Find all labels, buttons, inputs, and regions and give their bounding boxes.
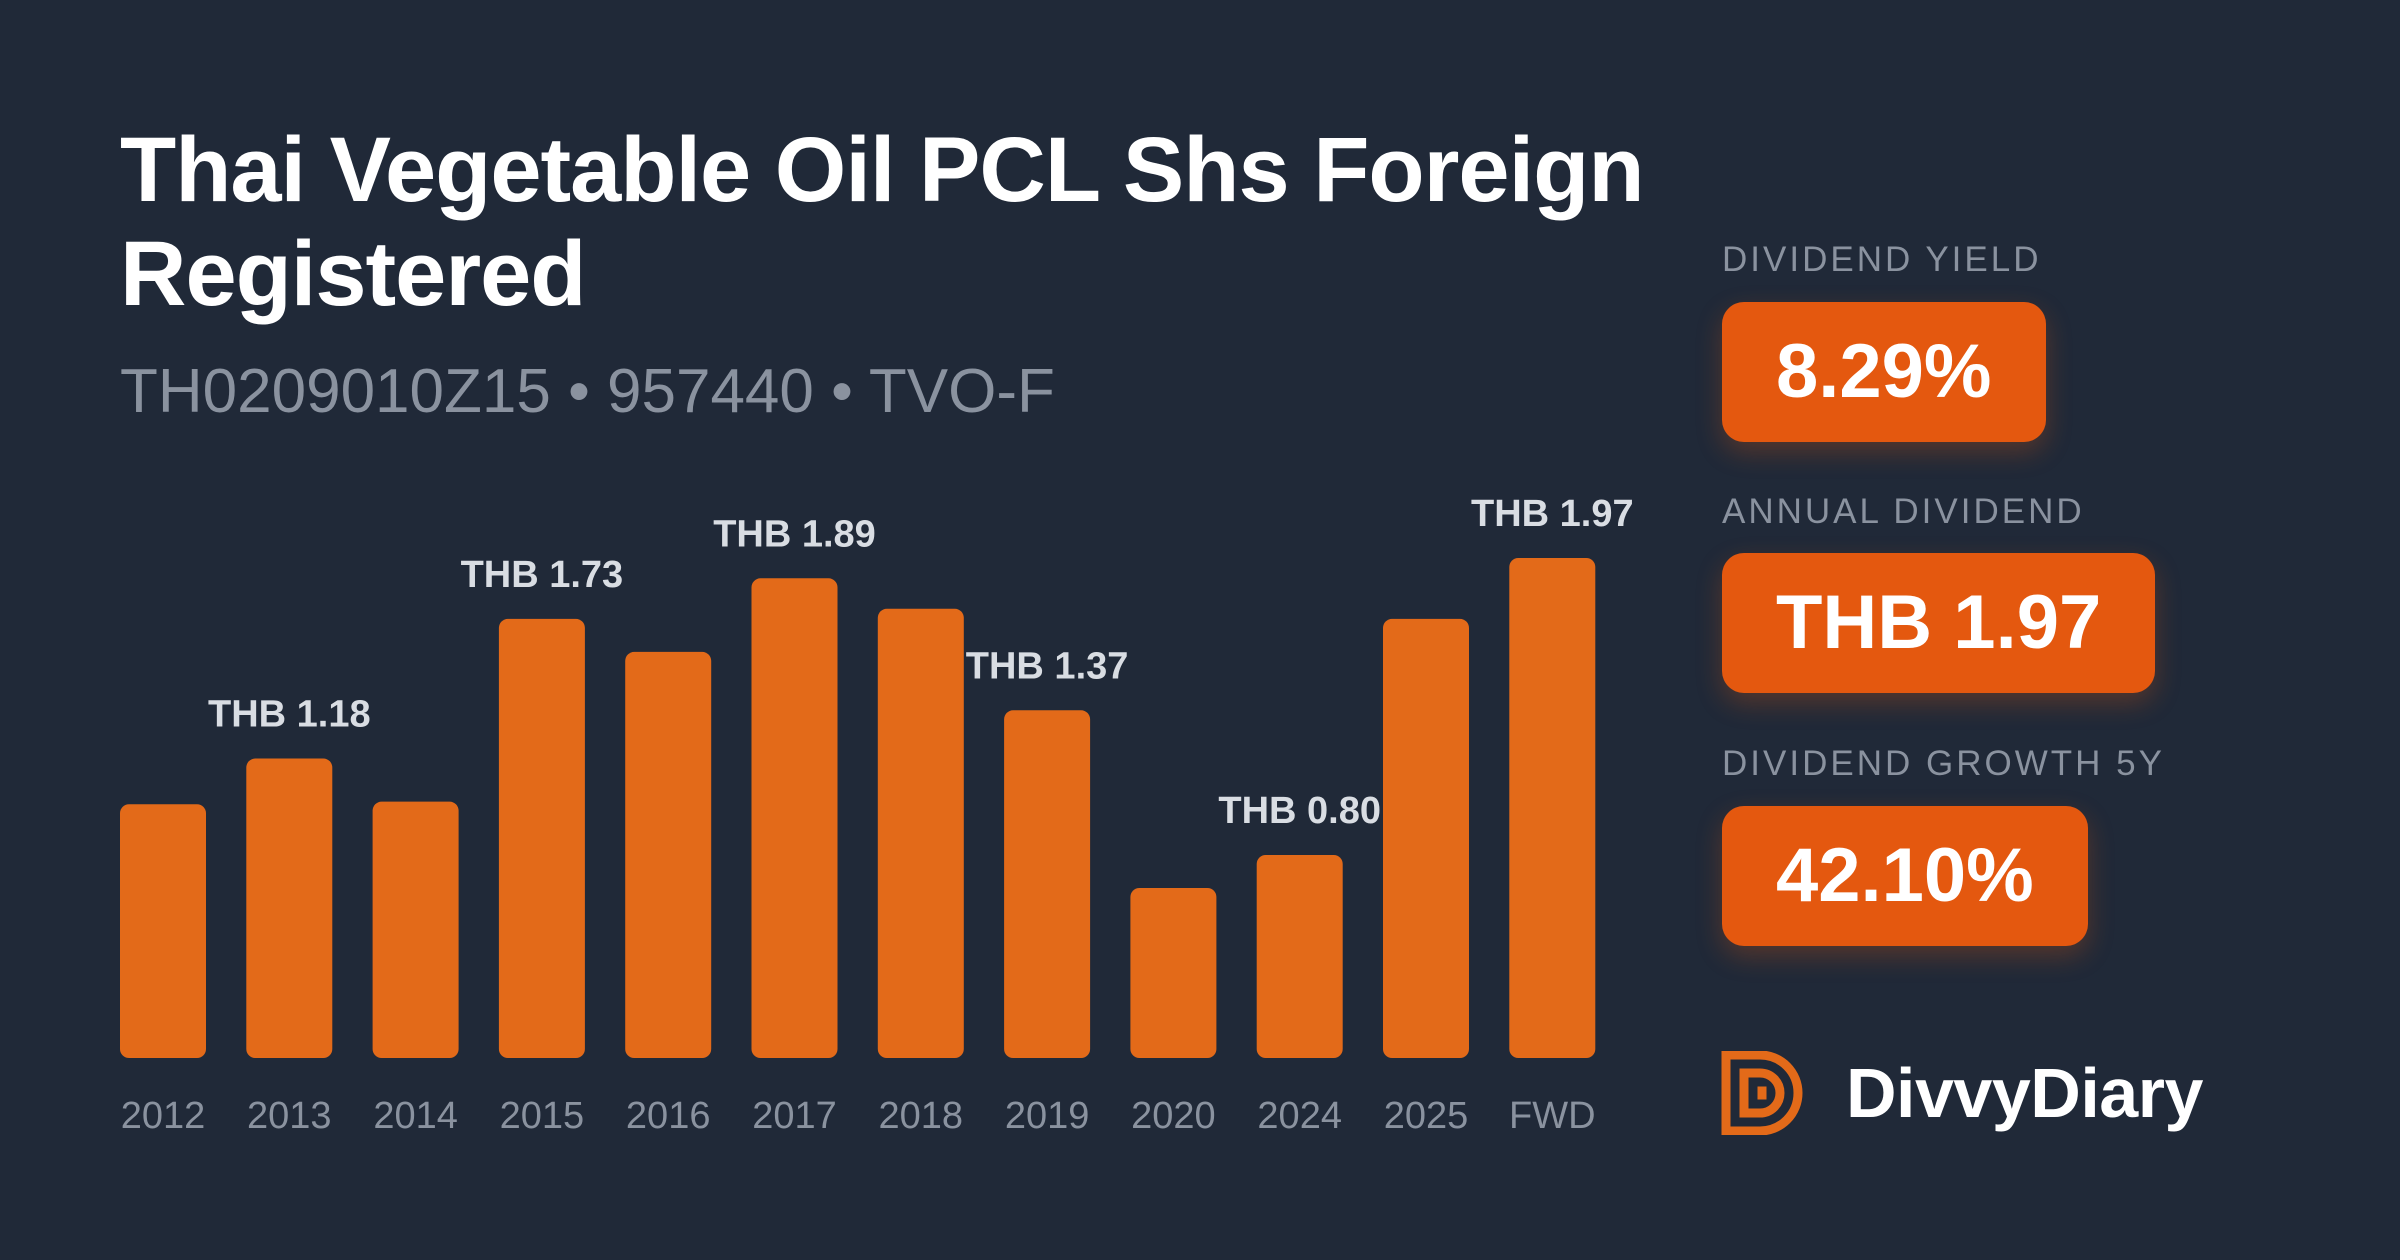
bar-2012 xyxy=(120,804,206,1058)
x-tick-2013: 2013 xyxy=(247,1095,332,1137)
x-tick-2019: 2019 xyxy=(1005,1095,1090,1137)
dividend-growth-value: 42.10% xyxy=(1722,806,2088,946)
value-label-2024: THB 0.80 xyxy=(1218,790,1381,832)
x-tick-2024: 2024 xyxy=(1257,1095,1342,1137)
brand-name: DivvyDiary xyxy=(1846,1054,2203,1132)
x-tick-2018: 2018 xyxy=(879,1095,964,1137)
security-identifiers: TH0209010Z15 • 957440 • TVO-F xyxy=(120,357,1055,426)
annual-dividend-label: ANNUAL DIVIDEND xyxy=(1722,492,2085,531)
bar-2015 xyxy=(498,618,585,1058)
dividend-yield-label: DIVIDEND YIELD xyxy=(1722,240,2042,279)
bar-2014 xyxy=(372,801,459,1058)
dividend-growth-label: DIVIDEND GROWTH 5Y xyxy=(1722,744,2165,783)
x-tick-2017: 2017 xyxy=(752,1095,837,1137)
bar-2025 xyxy=(1383,618,1469,1058)
x-tick-2012: 2012 xyxy=(121,1095,206,1137)
x-tick-2015: 2015 xyxy=(500,1095,585,1137)
value-label-2015: THB 1.73 xyxy=(461,554,624,596)
bar-2017 xyxy=(751,578,838,1058)
bar-2013 xyxy=(246,758,333,1058)
bar-2024 xyxy=(1256,854,1343,1058)
x-tick-2014: 2014 xyxy=(373,1095,458,1137)
divvydiary-logo-icon xyxy=(1721,1051,1803,1135)
value-label-fwd: THB 1.97 xyxy=(1471,493,1634,535)
x-tick-2020: 2020 xyxy=(1131,1095,1216,1137)
x-axis-tick-labels: 2012 2013 2014 2015 2016 2017 2018 2019 2020 2024… xyxy=(121,1095,1596,1137)
value-label-2017: THB 1.89 xyxy=(713,513,876,555)
dividend-yield-value: 8.29% xyxy=(1722,302,2046,442)
bar-2020 xyxy=(1130,887,1217,1058)
bars-layer xyxy=(120,558,1596,1058)
x-tick-2025: 2025 xyxy=(1384,1095,1469,1137)
bar-fwd xyxy=(1509,558,1596,1058)
value-label-2019: THB 1.37 xyxy=(966,645,1129,687)
bar-2019 xyxy=(1004,710,1091,1058)
bar-2016 xyxy=(625,651,712,1058)
value-label-2013: THB 1.18 xyxy=(208,694,371,736)
x-tick-2016: 2016 xyxy=(626,1095,711,1137)
brand-logo: DivvyDiary xyxy=(1720,1048,2203,1138)
bar-2018 xyxy=(877,608,964,1058)
annual-dividend-value: THB 1.97 xyxy=(1722,553,2156,693)
x-tick-fwd: FWD xyxy=(1509,1095,1596,1137)
page-title: Thai Vegetable Oil PCL Shs Foreign Regis… xyxy=(120,119,1645,325)
value-labels-layer: THB 1.18 THB 1.73 THB 1.89 THB 1.37 THB 0.80… xyxy=(208,493,1634,832)
